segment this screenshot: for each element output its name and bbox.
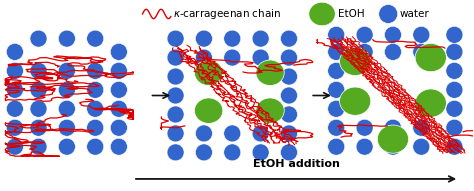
- Ellipse shape: [252, 125, 269, 142]
- Ellipse shape: [30, 62, 47, 79]
- Ellipse shape: [58, 62, 75, 79]
- Ellipse shape: [110, 100, 128, 117]
- Ellipse shape: [30, 119, 47, 136]
- Ellipse shape: [328, 43, 345, 60]
- Ellipse shape: [446, 62, 463, 79]
- Ellipse shape: [356, 138, 373, 155]
- Ellipse shape: [384, 26, 401, 43]
- Ellipse shape: [167, 49, 184, 66]
- Ellipse shape: [415, 89, 447, 117]
- Ellipse shape: [413, 26, 430, 43]
- Ellipse shape: [6, 119, 23, 136]
- Ellipse shape: [309, 2, 335, 26]
- Ellipse shape: [195, 125, 212, 142]
- Ellipse shape: [167, 68, 184, 85]
- Ellipse shape: [356, 26, 373, 43]
- Ellipse shape: [6, 62, 23, 79]
- Ellipse shape: [446, 43, 463, 60]
- Ellipse shape: [30, 81, 47, 98]
- Ellipse shape: [6, 43, 23, 60]
- Ellipse shape: [58, 119, 75, 136]
- Ellipse shape: [224, 144, 241, 161]
- Ellipse shape: [224, 49, 241, 66]
- Ellipse shape: [110, 43, 128, 60]
- Ellipse shape: [58, 30, 75, 47]
- Ellipse shape: [252, 30, 269, 47]
- Ellipse shape: [328, 100, 345, 117]
- Ellipse shape: [87, 30, 104, 47]
- Ellipse shape: [377, 125, 409, 153]
- Ellipse shape: [58, 138, 75, 155]
- Ellipse shape: [256, 98, 284, 123]
- Ellipse shape: [413, 43, 430, 60]
- Ellipse shape: [224, 30, 241, 47]
- Ellipse shape: [328, 62, 345, 79]
- Ellipse shape: [30, 138, 47, 155]
- Ellipse shape: [339, 87, 371, 115]
- Ellipse shape: [195, 30, 212, 47]
- Text: $\kappa$-carrageenan chain: $\kappa$-carrageenan chain: [173, 7, 282, 21]
- Ellipse shape: [384, 43, 401, 60]
- Text: EtOH: EtOH: [337, 9, 365, 19]
- Ellipse shape: [110, 81, 128, 98]
- Ellipse shape: [446, 119, 463, 136]
- Ellipse shape: [87, 138, 104, 155]
- Ellipse shape: [446, 100, 463, 117]
- Ellipse shape: [256, 60, 284, 85]
- Ellipse shape: [58, 81, 75, 98]
- Ellipse shape: [30, 30, 47, 47]
- Ellipse shape: [413, 138, 430, 155]
- Ellipse shape: [167, 125, 184, 142]
- Text: water: water: [400, 9, 430, 19]
- Ellipse shape: [328, 138, 345, 155]
- Ellipse shape: [252, 49, 269, 66]
- Ellipse shape: [281, 144, 298, 161]
- Ellipse shape: [110, 62, 128, 79]
- Ellipse shape: [281, 106, 298, 123]
- Ellipse shape: [281, 68, 298, 85]
- Ellipse shape: [110, 119, 128, 136]
- Text: EtOH addition: EtOH addition: [253, 159, 339, 168]
- Ellipse shape: [339, 47, 371, 75]
- Ellipse shape: [446, 81, 463, 98]
- Ellipse shape: [194, 60, 223, 85]
- Ellipse shape: [379, 5, 398, 23]
- Ellipse shape: [446, 138, 463, 155]
- Ellipse shape: [252, 144, 269, 161]
- Ellipse shape: [194, 98, 223, 123]
- Ellipse shape: [87, 119, 104, 136]
- Ellipse shape: [281, 49, 298, 66]
- Ellipse shape: [195, 49, 212, 66]
- Ellipse shape: [384, 119, 401, 136]
- Ellipse shape: [58, 100, 75, 117]
- Ellipse shape: [446, 26, 463, 43]
- Ellipse shape: [413, 119, 430, 136]
- Ellipse shape: [195, 144, 212, 161]
- Ellipse shape: [167, 87, 184, 104]
- Ellipse shape: [328, 119, 345, 136]
- Ellipse shape: [87, 62, 104, 79]
- Ellipse shape: [415, 44, 447, 72]
- Ellipse shape: [6, 100, 23, 117]
- Ellipse shape: [356, 43, 373, 60]
- Ellipse shape: [167, 144, 184, 161]
- Ellipse shape: [356, 119, 373, 136]
- Ellipse shape: [110, 138, 128, 155]
- Ellipse shape: [281, 87, 298, 104]
- Ellipse shape: [167, 106, 184, 123]
- Ellipse shape: [167, 30, 184, 47]
- Ellipse shape: [30, 100, 47, 117]
- Ellipse shape: [281, 30, 298, 47]
- Ellipse shape: [384, 138, 401, 155]
- Ellipse shape: [328, 26, 345, 43]
- Ellipse shape: [6, 81, 23, 98]
- Ellipse shape: [281, 125, 298, 142]
- Ellipse shape: [224, 125, 241, 142]
- Ellipse shape: [87, 100, 104, 117]
- Ellipse shape: [328, 81, 345, 98]
- Ellipse shape: [87, 81, 104, 98]
- Ellipse shape: [6, 138, 23, 155]
